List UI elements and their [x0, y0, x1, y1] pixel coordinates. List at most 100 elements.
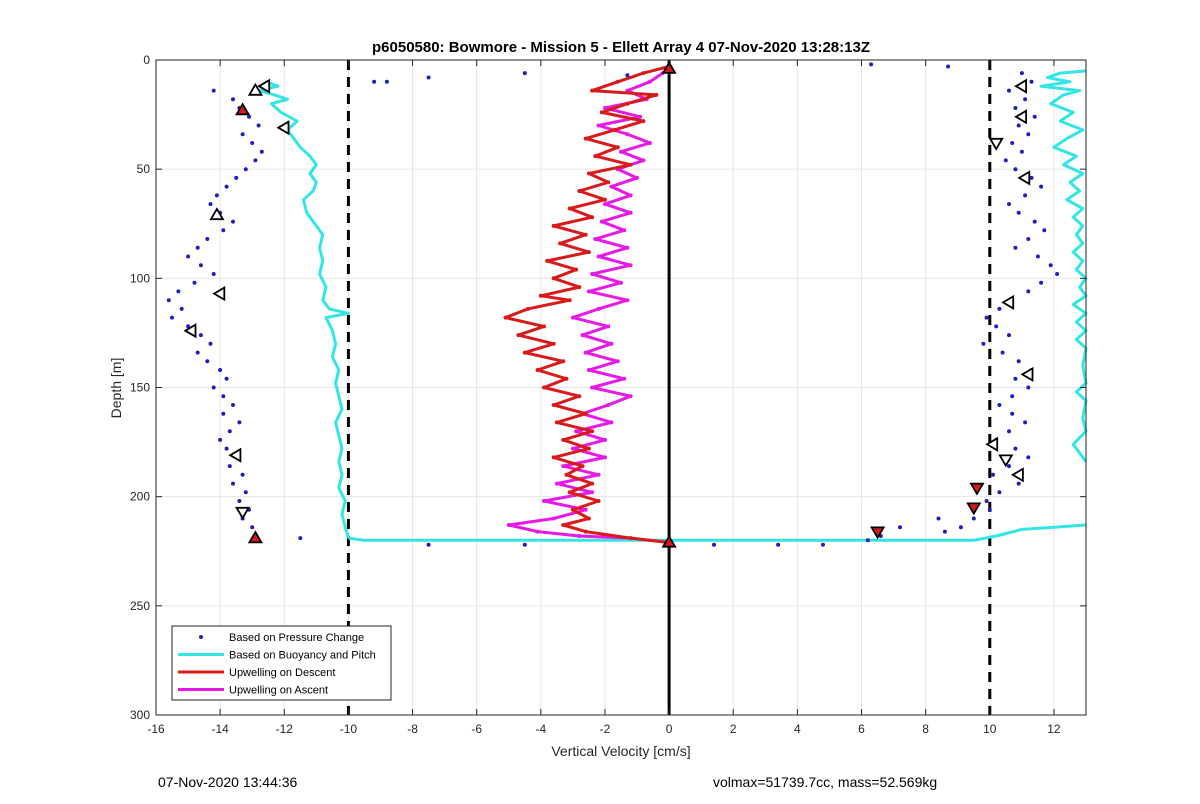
descent-point	[583, 411, 588, 416]
pressure-point	[865, 538, 870, 543]
pressure-point	[991, 472, 995, 477]
event-marker	[966, 502, 982, 516]
pressure-point	[211, 88, 216, 93]
ascent-point	[574, 429, 579, 434]
event-marker	[988, 137, 1004, 151]
descent-point	[574, 267, 579, 272]
descent-point	[577, 394, 582, 399]
pressure-point	[984, 315, 989, 320]
ascent-point	[593, 237, 598, 241]
pressure-point	[1010, 394, 1015, 399]
descent-point	[625, 101, 630, 106]
descent-point	[586, 446, 591, 451]
pressure-point	[936, 516, 941, 521]
pressure-point	[1019, 71, 1024, 76]
event-marker	[969, 482, 985, 496]
ascent-point	[596, 254, 601, 259]
pressure-point	[1013, 167, 1018, 172]
descent-point	[583, 136, 588, 141]
pressure-point	[237, 499, 242, 503]
pressure-point	[1026, 289, 1031, 294]
pressure-point	[1007, 88, 1011, 93]
ascent-point	[619, 149, 623, 154]
pressure-point	[1007, 333, 1011, 338]
ascent-point	[583, 350, 588, 355]
buoyancy-line-crossing	[348, 523, 1087, 542]
descent-point	[593, 154, 598, 159]
x-tick-label: -16	[147, 722, 165, 736]
pressure-point	[234, 175, 239, 180]
pressure-point	[1003, 158, 1008, 163]
descent-point	[526, 306, 530, 311]
descent-point	[590, 88, 595, 93]
buoyancy-line-left	[257, 80, 350, 539]
pressure-point	[821, 542, 825, 547]
descent-point	[567, 298, 572, 303]
ascent-point	[586, 289, 591, 294]
pressure-point	[522, 542, 527, 547]
ascent-point	[647, 79, 652, 84]
pressure-point	[426, 75, 431, 80]
x-tick-label: 4	[794, 722, 801, 736]
ascent-point	[570, 446, 575, 451]
ascent-point	[606, 403, 611, 407]
descent-point	[561, 359, 566, 364]
descent-point	[570, 507, 575, 512]
descent-point	[567, 206, 572, 211]
descent-point	[551, 403, 556, 407]
pressure-point	[942, 529, 947, 534]
pressure-point	[1026, 385, 1031, 390]
descent-point	[580, 464, 585, 469]
pressure-point	[221, 228, 226, 233]
pressure-point	[1013, 376, 1018, 381]
pressure-point	[298, 536, 303, 541]
pressure-point	[1035, 254, 1040, 259]
pressure-point	[256, 123, 261, 128]
event-marker	[1014, 78, 1027, 94]
pressure-point	[195, 245, 200, 250]
event-marker	[661, 60, 677, 74]
pressure-point	[997, 490, 1002, 495]
pressure-point	[214, 193, 219, 198]
ascent-point	[641, 158, 646, 163]
event-marker	[276, 120, 290, 136]
descent-point	[606, 180, 611, 185]
descent-point	[590, 429, 595, 434]
event-marker	[247, 530, 263, 544]
pressure-point	[170, 315, 174, 320]
descent-point	[641, 71, 646, 76]
pressure-point	[1007, 464, 1011, 469]
descent-point	[590, 481, 595, 486]
pressure-point	[1016, 123, 1021, 128]
pressure-point	[1048, 263, 1053, 268]
ascent-point	[625, 132, 630, 137]
ascent-point	[606, 324, 611, 329]
x-tick-label: 6	[858, 722, 865, 736]
descent-point	[615, 79, 620, 84]
series-layer	[166, 62, 1088, 547]
pressure-point	[231, 97, 235, 102]
y-tick-label: 0	[143, 53, 150, 67]
ascent-point	[590, 490, 595, 495]
pressure-point	[243, 167, 248, 172]
y-tick-label: 150	[130, 381, 150, 395]
ascent-point	[628, 210, 633, 215]
x-tick-label: 2	[730, 722, 737, 736]
pressure-point	[218, 437, 223, 442]
pressure-point	[192, 280, 197, 285]
event-marker	[235, 506, 251, 520]
event-marker	[1017, 170, 1031, 186]
pressure-point	[211, 272, 216, 276]
ascent-point	[603, 106, 607, 110]
y-tick-label: 250	[130, 599, 150, 613]
descent-point	[538, 293, 543, 298]
pressure-point	[1029, 175, 1034, 180]
pressure-point	[384, 79, 389, 84]
pressure-point	[984, 499, 989, 503]
ascent-point	[622, 228, 627, 233]
pressure-point	[1026, 455, 1031, 460]
descent-point	[561, 523, 566, 527]
pressure-point	[186, 324, 191, 329]
pressure-point	[1055, 272, 1060, 276]
